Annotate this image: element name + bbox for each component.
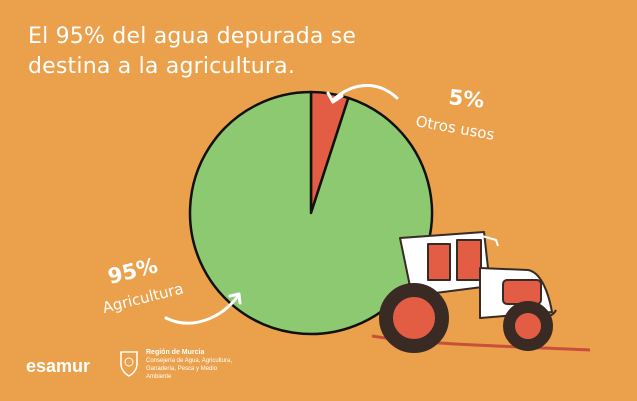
esamur-logo: esamur	[26, 356, 91, 376]
pie-slices	[188, 90, 434, 336]
org-name: Región de Murcia	[146, 349, 205, 356]
org-dept: Consejería de Agua, Agricultura, Ganader…	[146, 358, 233, 380]
value-label-agricultura: 95%	[105, 253, 160, 288]
category-label-otros-usos: Otros usos	[414, 112, 496, 144]
region-org: Región de Murcia Consejería de Agua, Agr…	[146, 349, 238, 381]
arrow-agricultura	[164, 294, 240, 325]
region-seal-icon	[120, 351, 138, 377]
pie-slice-agricultura	[188, 90, 434, 336]
tractor-illustration	[371, 231, 591, 353]
value-label-otros-usos: 5%	[447, 85, 485, 113]
arrowhead-otros-usos	[326, 91, 344, 104]
arrow-otros-usos	[331, 84, 399, 102]
arrowhead-agricultura	[228, 292, 242, 305]
chart-title: El 95% del agua depurada se destina a la…	[28, 24, 357, 79]
